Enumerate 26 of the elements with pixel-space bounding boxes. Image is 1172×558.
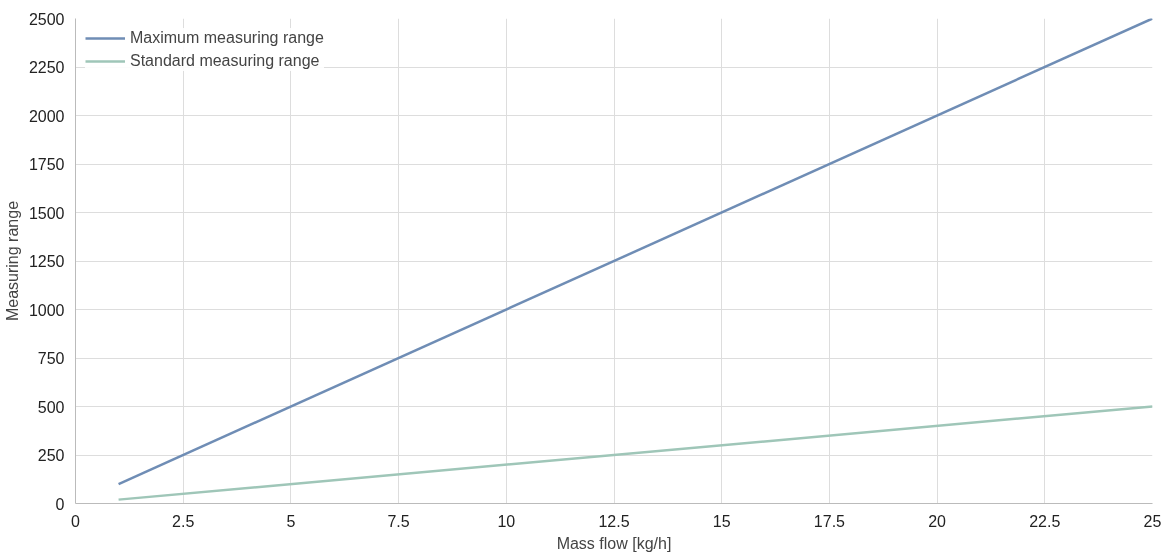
y-tick-label: 1500 <box>28 204 65 222</box>
x-tick-label: 20 <box>928 512 947 530</box>
x-tick-label: 2.5 <box>172 512 195 530</box>
y-tick-label: 1000 <box>28 301 65 319</box>
y-tick-label: 2500 <box>28 10 65 28</box>
y-tick-label: 1750 <box>28 156 65 173</box>
x-tick-label: 22.5 <box>1029 512 1061 530</box>
x-tick-label: 17.5 <box>813 512 846 530</box>
y-tick-label: 250 <box>37 447 65 464</box>
y-tick-label: 2250 <box>28 59 65 76</box>
x-tick-label: 0 <box>71 512 81 530</box>
x-tick-label: 25 <box>1143 512 1162 530</box>
legend-label: Standard measuring range <box>130 52 320 70</box>
y-tick-label: 750 <box>37 350 65 367</box>
y-tick-label: 0 <box>55 495 65 513</box>
y-tick-label: 500 <box>37 398 65 416</box>
x-tick-label: 12.5 <box>598 512 630 530</box>
x-tick-label: 7.5 <box>387 512 410 530</box>
x-tick-label: 15 <box>712 512 731 530</box>
y-tick-label: 2000 <box>28 107 65 125</box>
x-tick-label: 10 <box>497 512 516 530</box>
y-axis-title: Measuring range <box>3 200 21 322</box>
x-tick-label: 5 <box>286 512 296 530</box>
legend-label: Maximum measuring range <box>130 29 324 47</box>
y-tick-label: 1250 <box>28 253 65 270</box>
x-axis-title: Mass flow [kg/h] <box>556 534 672 552</box>
